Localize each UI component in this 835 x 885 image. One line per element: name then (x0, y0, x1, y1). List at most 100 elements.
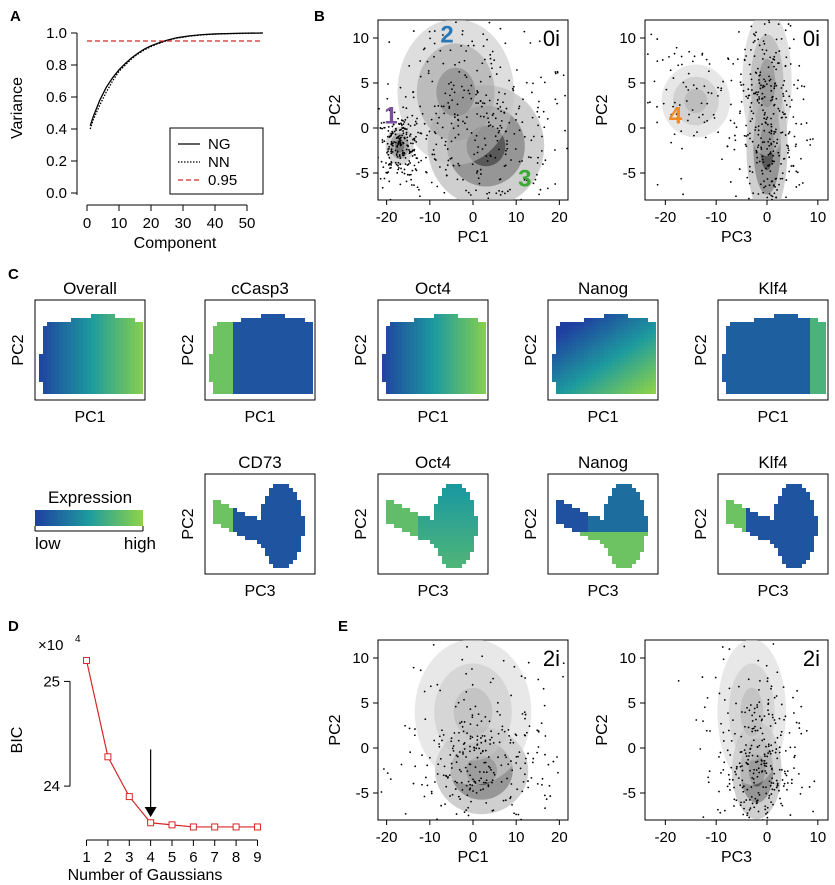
scatter-point (408, 160, 411, 162)
scatter-point (408, 65, 411, 67)
heatmap-cell (71, 386, 75, 390)
heatmap-cell (414, 326, 418, 330)
heatmap-cell (454, 548, 458, 552)
heatmap-cell (790, 500, 794, 504)
heatmap-cell (798, 548, 802, 552)
heatmap-cell (51, 370, 55, 374)
heatmap-cell (414, 382, 418, 386)
heatmap-cell (390, 322, 394, 326)
scatter-point (752, 727, 755, 730)
heatmap-cell (746, 382, 750, 386)
heatmap-cell (474, 386, 478, 390)
scatter-point (670, 141, 673, 144)
heatmap-cell (285, 544, 289, 548)
heatmap-cell (648, 386, 652, 390)
scatter-point (792, 116, 795, 118)
heatmap-cell (55, 326, 59, 330)
heatmap-cell (249, 386, 253, 390)
scatter-point (681, 147, 683, 150)
heatmap-cell (249, 326, 253, 330)
heatmap-cell (786, 322, 790, 326)
heatmap-cell (450, 354, 454, 358)
heatmap-cell (213, 342, 217, 346)
heatmap-cell (750, 358, 754, 362)
heatmap-cell (588, 390, 592, 394)
scatter-point (541, 135, 543, 138)
heatmap-cell (620, 544, 624, 548)
heatmap-cell (221, 374, 225, 378)
scatter-point (523, 135, 526, 138)
heatmap-cell (620, 528, 624, 532)
scatter-point (722, 768, 725, 771)
scatter-point (438, 743, 440, 745)
scatter-point (723, 699, 726, 701)
heatmap-cell (762, 390, 766, 394)
scatter-point (796, 171, 799, 174)
heatmap-cell (418, 358, 422, 362)
heatmap-cell (628, 564, 632, 568)
heatmap-cell (450, 318, 454, 322)
heatmap-cell (123, 374, 127, 378)
scatter-point (764, 80, 767, 83)
heatmap-cell (580, 350, 584, 354)
scatter-point (499, 66, 502, 69)
heatmap-cell (47, 338, 51, 342)
heatmap-cell (386, 374, 390, 378)
x-tick-label: 3 (125, 849, 133, 866)
scatter-point (508, 735, 511, 737)
heatmap-cell (285, 358, 289, 362)
heatmap-cell (301, 338, 305, 342)
scatter-point (756, 161, 758, 164)
scatter-point (497, 756, 499, 759)
heatmap-cell (730, 330, 734, 334)
heatmap-cell (233, 374, 237, 378)
heatmap-cell (786, 508, 790, 512)
heatmap-cell (71, 382, 75, 386)
heatmap-cell (115, 354, 119, 358)
heatmap-cell (277, 524, 281, 528)
heatmap-cell (225, 504, 229, 508)
heatmap-cell (814, 338, 818, 342)
heatmap-cell (742, 386, 746, 390)
heatmap-cell (454, 508, 458, 512)
heatmap-cell (592, 386, 596, 390)
heatmap-cell (305, 390, 309, 394)
heatmap-cell (722, 378, 726, 382)
scatter-point (457, 125, 460, 127)
heatmap-cell (818, 342, 822, 346)
heatmap-cell (442, 508, 446, 512)
heatmap-cell (249, 516, 253, 520)
scatter-point (739, 81, 742, 84)
heatmap-cell (225, 524, 229, 528)
heatmap-cell (722, 358, 726, 362)
heatmap-cell (91, 322, 95, 326)
y-axis-title: PC2 (353, 334, 370, 365)
scatter-point (454, 780, 457, 783)
heatmap-cell (277, 362, 281, 366)
heatmap-cell (414, 386, 418, 390)
heatmap-cell (213, 382, 217, 386)
heatmap-cell (297, 318, 301, 322)
heatmap-cell (430, 370, 434, 374)
heatmap-cell (802, 544, 806, 548)
heatmap-cell (394, 524, 398, 528)
heatmap-cell (604, 358, 608, 362)
heatmap-cell (600, 366, 604, 370)
colorbar-title: Expression (48, 488, 132, 507)
heatmap-cell (786, 338, 790, 342)
heatmap-cell (410, 512, 414, 516)
heatmap-cell (734, 516, 738, 520)
heatmap-cell (458, 508, 462, 512)
heatmap-cell (51, 342, 55, 346)
heatmap-cell (265, 378, 269, 382)
heatmap-cell (217, 378, 221, 382)
heatmap-cell (604, 370, 608, 374)
x-axis-title: PC3 (721, 229, 752, 246)
heatmap-cell (644, 358, 648, 362)
heatmap-cell (746, 524, 750, 528)
heatmap-cell (636, 390, 640, 394)
scatter-point (476, 735, 479, 738)
heatmap-cell (43, 334, 47, 338)
heatmap-cell (402, 350, 406, 354)
heatmap-cell (225, 382, 229, 386)
